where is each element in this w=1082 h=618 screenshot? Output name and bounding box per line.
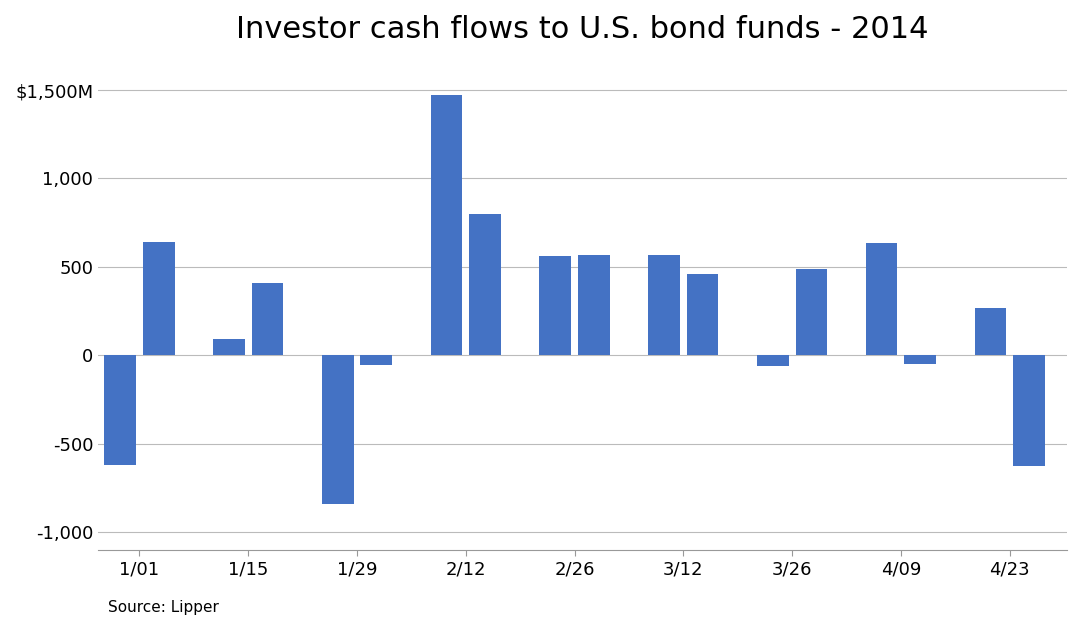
Bar [540, 256, 571, 355]
Bar [866, 243, 897, 355]
Bar [360, 355, 392, 365]
Bar [1013, 355, 1045, 466]
Bar [757, 355, 789, 366]
Bar [905, 355, 936, 364]
Bar [143, 242, 174, 355]
Bar [795, 269, 828, 355]
Title: Investor cash flows to U.S. bond funds - 2014: Investor cash flows to U.S. bond funds -… [236, 15, 928, 44]
Bar [648, 255, 679, 355]
Bar [431, 95, 462, 355]
Bar [470, 214, 501, 355]
Bar [578, 255, 609, 355]
Bar [213, 339, 245, 355]
Bar [104, 355, 136, 465]
Bar [252, 283, 283, 355]
Bar [975, 308, 1006, 355]
Bar [687, 274, 718, 355]
Bar [321, 355, 354, 504]
Text: Source: Lipper: Source: Lipper [108, 600, 219, 615]
